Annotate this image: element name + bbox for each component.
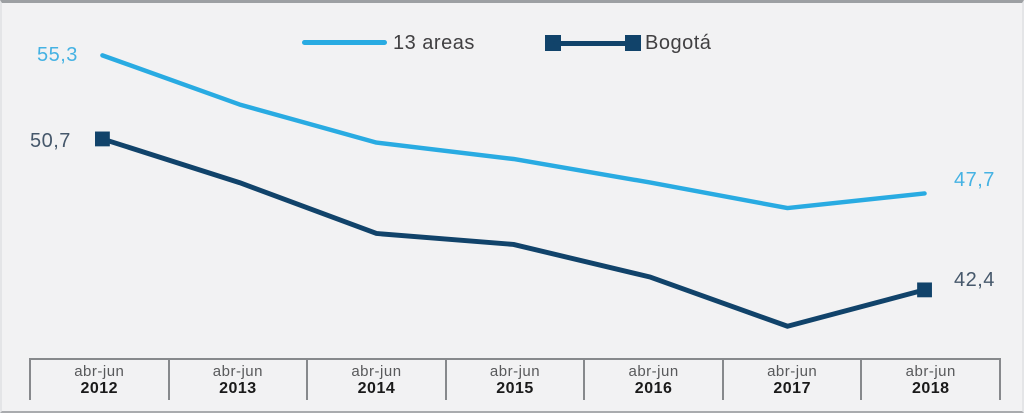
x-axis-cell-2018: abr-jun 2018 [860, 360, 1002, 400]
x-axis-band: abr-jun 2012 abr-jun 2013 abr-jun 2014 a… [29, 358, 1002, 400]
x-axis-period-label: abr-jun [74, 363, 125, 380]
x-axis-year-label: 2015 [496, 380, 534, 397]
series-line-13-areas [100, 53, 927, 211]
x-axis-year-label: 2017 [773, 380, 811, 397]
x-axis-period-label: abr-jun [489, 363, 541, 380]
x-axis-year-label: 2013 [219, 380, 257, 397]
x-axis-cell-2016: abr-jun 2016 [583, 360, 722, 400]
legend-square-marker-icon [625, 35, 641, 51]
x-axis-period-label: abr-jun [905, 363, 956, 380]
x-axis-period-label: abr-jun [351, 363, 402, 380]
x-axis-year-label: 2012 [80, 380, 119, 397]
legend-line-swatch-13-areas [302, 40, 387, 45]
data-label-13-areas-2012: 55,3 [37, 44, 78, 66]
x-axis-cell-2012: abr-jun 2012 [29, 360, 168, 400]
x-axis-period-label: abr-jun [212, 363, 263, 380]
x-axis-period-label: abr-jun [628, 363, 679, 380]
legend-line-swatch-bogota [553, 41, 633, 46]
square-marker-icon [95, 131, 110, 147]
data-label-bogota-2012: 50,7 [30, 130, 71, 152]
series-line-bogota [99, 136, 928, 329]
data-label-bogota-2018: 42,4 [954, 269, 995, 291]
x-axis-year-label: 2016 [634, 380, 673, 397]
legend-label-bogota: Bogotá [645, 32, 712, 54]
x-axis-year-label: 2018 [911, 380, 950, 397]
square-marker-icon [917, 282, 932, 298]
x-axis-period-label: abr-jun [767, 363, 818, 380]
x-axis-cell-2014: abr-jun 2014 [306, 360, 445, 400]
line-chart-plot [95, 53, 932, 329]
legend-label-13-areas: 13 areas [393, 32, 475, 54]
x-axis-year-label: 2014 [357, 380, 396, 397]
x-axis-cell-2015: abr-jun 2015 [444, 360, 584, 400]
data-label-13-areas-2018: 47,7 [954, 169, 995, 191]
x-axis-cell-2017: abr-jun 2017 [721, 360, 861, 400]
x-axis-cell-2013: abr-jun 2013 [167, 360, 307, 400]
